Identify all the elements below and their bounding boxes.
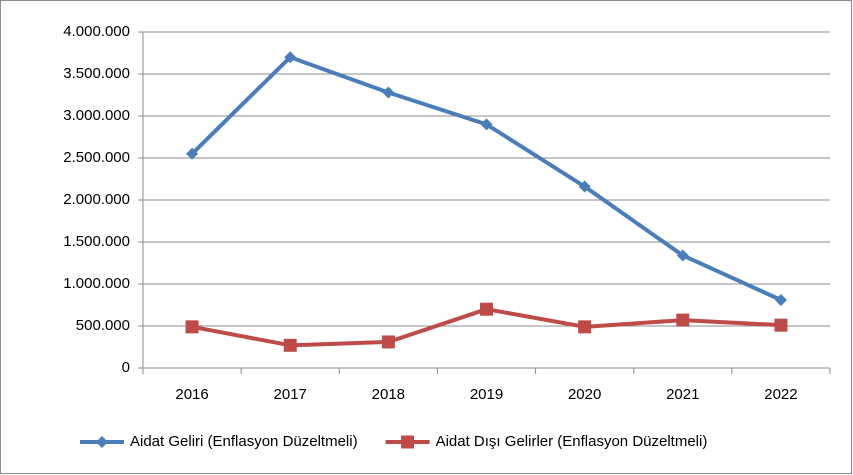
- x-tick-label: 2020: [568, 386, 601, 403]
- legend: Aidat Geliri (Enflasyon Düzeltmeli) Aidat…: [80, 433, 707, 450]
- legend-marker: [401, 435, 415, 449]
- point: [676, 249, 689, 262]
- point: [283, 338, 297, 352]
- point: [480, 302, 493, 316]
- y-tick-label: 2.000.000: [63, 191, 130, 208]
- legend-label: Aidat Geliri (Enflasyon Düzeltmeli): [130, 433, 358, 450]
- point: [578, 180, 591, 193]
- y-tick-label: 1.500.000: [63, 233, 130, 250]
- point: [382, 86, 395, 99]
- y-tick-label: 0: [122, 359, 130, 376]
- point: [774, 318, 788, 332]
- legend-label: Aidat Dışı Gelirler (Enflasyon Düzeltmel…: [436, 433, 708, 450]
- point: [284, 51, 297, 64]
- point: [480, 118, 493, 131]
- y-tick-label: 1.000.000: [63, 275, 130, 292]
- point: [381, 335, 395, 349]
- y-tick-label: 4.000.000: [63, 23, 130, 40]
- x-tick-label: 2022: [764, 386, 797, 403]
- y-tick-label: 3.000.000: [63, 107, 130, 124]
- point: [186, 147, 199, 160]
- x-tick-label: 2021: [666, 386, 699, 403]
- point: [185, 320, 199, 334]
- point: [774, 293, 787, 306]
- y-tick-label: 2.500.000: [63, 149, 130, 166]
- x-tick-label: 2017: [274, 386, 307, 403]
- y-tick-label: 3.500.000: [63, 65, 130, 82]
- x-tick-label: 2018: [372, 386, 405, 403]
- x-tick-label: 2019: [470, 386, 503, 403]
- point: [676, 313, 690, 327]
- x-tick-label: 2016: [175, 386, 208, 403]
- y-tick-label: 500.000: [76, 317, 130, 334]
- legend-marker: [96, 436, 108, 448]
- point: [578, 320, 592, 334]
